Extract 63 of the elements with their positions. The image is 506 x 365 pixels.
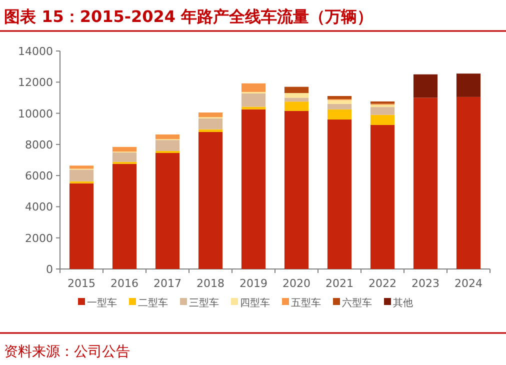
bar [413, 74, 438, 98]
y-tick-label: 12000 [18, 76, 53, 90]
x-tick-label: 2018 [196, 277, 224, 290]
bar [241, 83, 266, 92]
bar [155, 134, 180, 140]
y-tick-label: 6000 [25, 170, 53, 183]
bar [327, 96, 352, 100]
bar [456, 96, 481, 269]
bar [284, 98, 309, 102]
legend-label: 一型车 [87, 297, 117, 309]
bar [370, 124, 395, 269]
x-tick-label: 2022 [368, 277, 396, 290]
text: 资料来源：公司公告 [4, 344, 130, 360]
x-tick-label: 2019 [240, 277, 268, 290]
y-tick-label: 14000 [18, 45, 53, 58]
legend-label: 其他 [393, 297, 413, 309]
bar [241, 109, 266, 269]
bar [198, 118, 223, 130]
bar [112, 164, 137, 269]
y-tick-label: 0 [46, 263, 53, 276]
bar [112, 146, 137, 152]
y-tick-label: 8000 [25, 138, 53, 152]
x-tick-label: 2016 [110, 277, 138, 290]
x-tick-label: 2021 [326, 277, 354, 290]
bar [327, 100, 352, 104]
bar [112, 152, 137, 162]
legend-label: 六型车 [342, 297, 372, 309]
bar [241, 106, 266, 110]
legend-label: 二型车 [138, 297, 168, 309]
bar [370, 107, 395, 115]
bar [198, 112, 223, 118]
bar [155, 152, 180, 269]
bar [198, 129, 223, 132]
bar [456, 74, 481, 97]
bar [370, 104, 395, 108]
y-tick-label: 4000 [25, 200, 53, 214]
legend-label: 三型车 [189, 297, 219, 309]
bar [155, 140, 180, 151]
bar [327, 109, 352, 120]
x-tick-label: 2024 [454, 277, 482, 290]
y-tick-label: 10000 [18, 107, 53, 120]
bar [241, 94, 266, 107]
bar [198, 132, 223, 269]
bar [370, 101, 395, 104]
x-tick-label: 2017 [154, 277, 182, 290]
x-tick-label: 2015 [68, 277, 96, 290]
x-tick-label: 2023 [412, 277, 440, 290]
chart-title: 图表 15：2015-2024 年路产全线车流量（万辆） [4, 7, 374, 26]
bar [284, 110, 309, 269]
legend-label: 四型车 [240, 297, 270, 309]
legend-label: 五型车 [291, 297, 321, 309]
bar [284, 86, 309, 94]
bar [69, 166, 94, 169]
bar [284, 93, 309, 98]
bar [284, 102, 309, 111]
bar [370, 114, 395, 125]
bar [327, 104, 352, 110]
x-tick-label: 2020 [282, 277, 310, 290]
bar [327, 120, 352, 269]
y-tick-label: 2000 [25, 232, 53, 245]
bar [69, 183, 94, 269]
bar [413, 98, 438, 269]
bar [69, 170, 94, 182]
